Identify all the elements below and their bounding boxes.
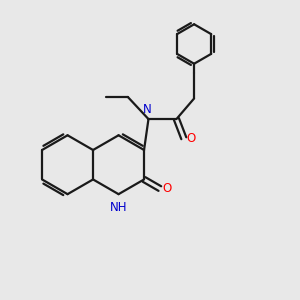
Text: NH: NH (110, 201, 127, 214)
Text: O: O (162, 182, 172, 195)
Text: O: O (187, 132, 196, 145)
Text: N: N (142, 103, 152, 116)
